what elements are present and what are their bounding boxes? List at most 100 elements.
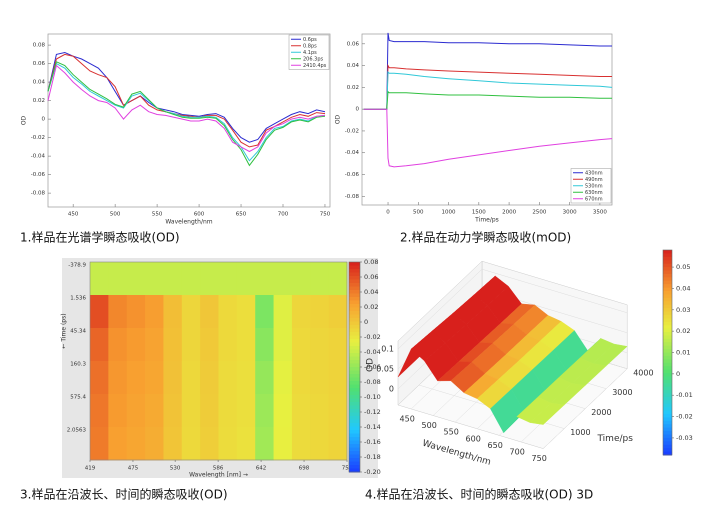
colorbar-cell bbox=[663, 267, 672, 271]
z-tick-label: 0 bbox=[389, 385, 394, 394]
colorbar-cell bbox=[349, 279, 360, 284]
y-tick-label: 0.04 bbox=[33, 80, 46, 86]
colorbar-cell bbox=[663, 301, 672, 306]
y-axis-label: OD bbox=[335, 114, 342, 124]
heatmap-cell bbox=[145, 262, 164, 296]
series-line bbox=[47, 62, 326, 162]
heatmap-cell bbox=[310, 328, 330, 362]
colorbar-cell bbox=[349, 269, 360, 273]
colorbar-cell bbox=[663, 444, 672, 449]
heatmap-cell bbox=[181, 427, 201, 461]
heatmap-cell bbox=[273, 427, 293, 461]
heatmap-cell bbox=[291, 295, 311, 329]
x-tick-label: 550 bbox=[444, 428, 459, 437]
colorbar-cell bbox=[349, 325, 360, 329]
colorbar-cell bbox=[349, 262, 360, 266]
heatmap-cell bbox=[163, 361, 183, 395]
heatmap-cell bbox=[90, 328, 109, 362]
y-tick-label: 4000 bbox=[633, 368, 653, 377]
heatmap-cell bbox=[273, 328, 293, 362]
y-tick-label: 0.08 bbox=[33, 43, 46, 49]
heatmap-cell bbox=[236, 427, 256, 461]
colorbar-cell bbox=[349, 454, 360, 459]
x-tick-label: 1000 bbox=[442, 210, 456, 216]
colorbar-cell bbox=[349, 290, 360, 294]
heatmap-cell bbox=[218, 361, 238, 395]
x-tick-label: 3000 bbox=[563, 210, 577, 216]
colorbar-cell bbox=[663, 383, 672, 388]
z-grid-line bbox=[397, 268, 628, 350]
colorbar-cell bbox=[663, 376, 672, 381]
colorbar-cell bbox=[663, 369, 672, 374]
colorbar-tick-label: -0.12 bbox=[364, 408, 381, 416]
x-tick-label: 650 bbox=[488, 441, 503, 450]
heatmap-cell bbox=[310, 427, 330, 461]
colorbar-tick-label: 0.03 bbox=[676, 306, 690, 314]
x-tick-label: 698 bbox=[299, 466, 310, 472]
x-tick-label: 0 bbox=[386, 210, 390, 216]
colorbar-cell bbox=[349, 339, 360, 343]
colorbar-cell bbox=[349, 367, 360, 371]
colorbar-cell bbox=[349, 423, 360, 427]
heatmap-cell bbox=[255, 394, 274, 428]
colorbar-cell bbox=[349, 437, 360, 441]
heatmap-cell bbox=[291, 394, 311, 428]
colorbar-cell bbox=[663, 400, 672, 405]
heatmap-cell bbox=[145, 361, 164, 395]
colorbar-tick-label: -0.18 bbox=[364, 453, 381, 461]
heatmap-cell bbox=[126, 394, 146, 428]
x-tick-label: 500 bbox=[110, 212, 121, 218]
heatmap-cell bbox=[163, 427, 183, 461]
colorbar-tick-label: -0.02 bbox=[364, 333, 381, 341]
colorbar-cell bbox=[349, 335, 360, 340]
y-tick-label: 0.06 bbox=[33, 61, 46, 67]
y-tick-label: 0 bbox=[356, 107, 360, 113]
heatmap-cell bbox=[236, 295, 256, 329]
y-tick-label: -0.06 bbox=[345, 172, 360, 178]
colorbar-cell bbox=[663, 291, 672, 295]
legend-label: 530nm bbox=[585, 183, 603, 189]
colorbar-tick-label: -0.06 bbox=[364, 363, 381, 371]
colorbar-cell bbox=[663, 396, 672, 401]
y-tick-label: -0.04 bbox=[31, 154, 46, 160]
heatmap-cell bbox=[328, 328, 348, 362]
colorbar-cell bbox=[663, 386, 672, 391]
heatmap-cell bbox=[90, 262, 109, 296]
y-tick-label: 160.3 bbox=[70, 362, 86, 368]
surface-patch bbox=[529, 402, 565, 425]
x-tick-label: 600 bbox=[194, 212, 205, 218]
y-tick-label: 575.4 bbox=[70, 395, 86, 401]
colorbar-cell bbox=[663, 352, 672, 357]
heatmap-cell bbox=[163, 262, 183, 296]
x-tick-label: 600 bbox=[466, 434, 481, 443]
colorbar-tick-label: 0.05 bbox=[676, 263, 690, 271]
colorbar-cell bbox=[349, 426, 360, 431]
colorbar-cell bbox=[349, 370, 360, 375]
x-tick-label: 586 bbox=[213, 466, 224, 472]
colorbar-cell bbox=[349, 458, 360, 462]
colorbar-cell bbox=[663, 403, 672, 408]
heatmap-cell bbox=[108, 328, 128, 362]
x-tick-label: 1500 bbox=[472, 210, 486, 216]
heatmap-cell bbox=[145, 427, 164, 461]
colorbar-cell bbox=[349, 304, 360, 308]
colorbar-cell bbox=[349, 430, 360, 434]
heatmap-cell bbox=[310, 262, 330, 296]
heatmap-cell bbox=[218, 262, 238, 296]
colorbar-cell bbox=[663, 335, 672, 340]
colorbar-cell bbox=[349, 444, 360, 448]
colorbar-tick-label: 0.02 bbox=[676, 327, 690, 335]
colorbar-cell bbox=[349, 398, 360, 403]
heatmap-cell bbox=[200, 361, 219, 395]
series-line bbox=[47, 53, 326, 148]
y-tick-label: -378.9 bbox=[68, 263, 86, 269]
series-line bbox=[47, 64, 326, 153]
y-tick-label: -0.02 bbox=[345, 128, 359, 134]
colorbar-cell bbox=[663, 448, 672, 453]
colorbar-cell bbox=[349, 346, 360, 350]
colorbar-tick-label: -0.08 bbox=[364, 378, 381, 386]
heatmap-cell bbox=[126, 361, 146, 395]
x-tick-label: 700 bbox=[278, 212, 289, 218]
x-tick-label: 450 bbox=[68, 212, 79, 218]
colorbar-cell bbox=[663, 379, 672, 384]
